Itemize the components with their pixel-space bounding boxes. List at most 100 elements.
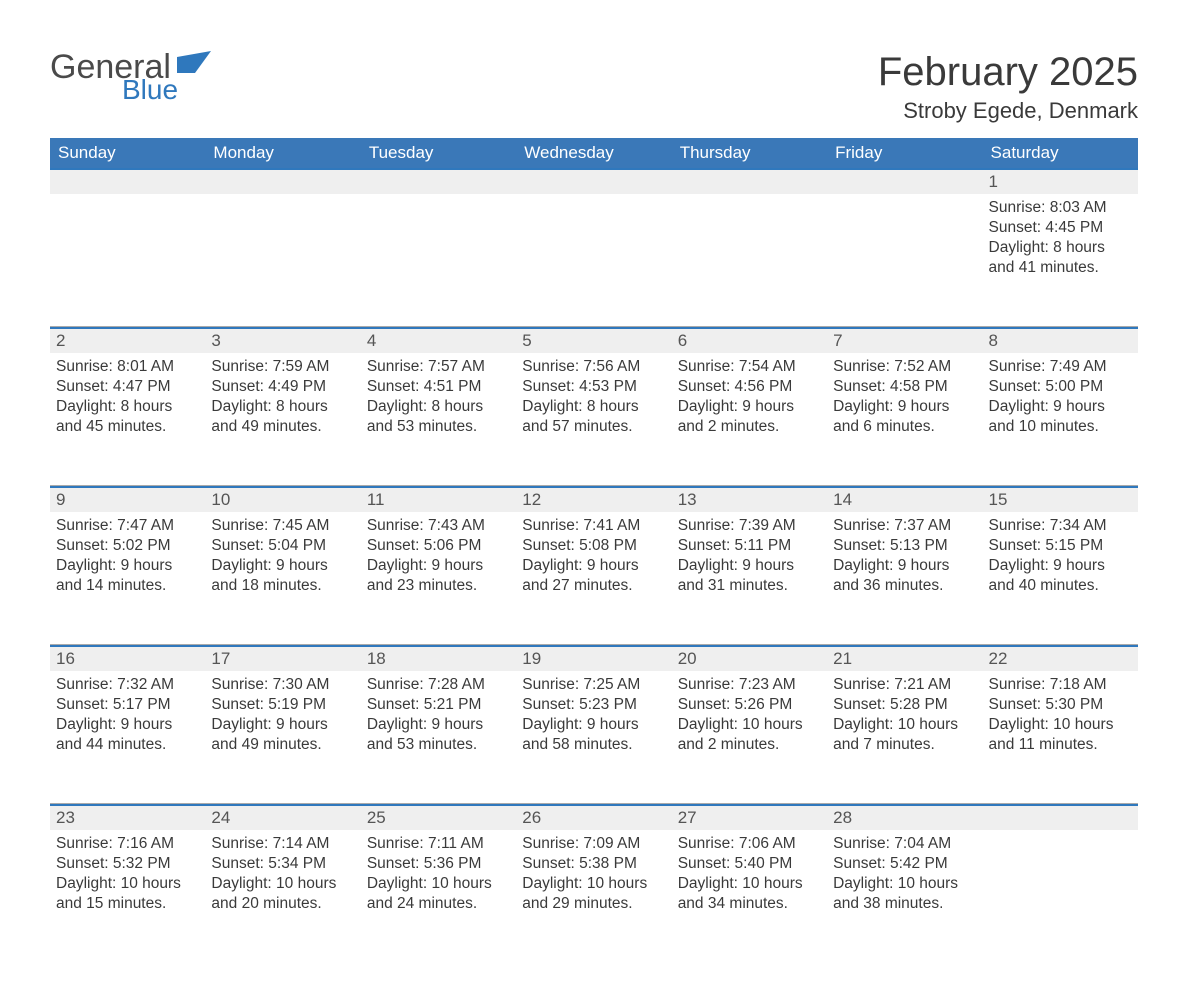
daylight-text: Daylight: 9 hours and 40 minutes. xyxy=(989,556,1132,596)
daylight-text: Daylight: 9 hours and 27 minutes. xyxy=(522,556,665,596)
sunset-text: Sunset: 5:21 PM xyxy=(367,695,510,715)
day-body: Sunrise: 8:01 AMSunset: 4:47 PMDaylight:… xyxy=(50,353,205,446)
day-number: 21 xyxy=(827,645,982,671)
day-cell: Sunrise: 7:34 AMSunset: 5:15 PMDaylight:… xyxy=(983,512,1138,645)
sunrise-text: Sunrise: 7:57 AM xyxy=(367,357,510,377)
header-row: General Blue February 2025 Stroby Egede,… xyxy=(50,50,1138,124)
day-body: Sunrise: 7:32 AMSunset: 5:17 PMDaylight:… xyxy=(50,671,205,764)
day-cell: Sunrise: 7:47 AMSunset: 5:02 PMDaylight:… xyxy=(50,512,205,645)
day-cell: Sunrise: 7:43 AMSunset: 5:06 PMDaylight:… xyxy=(361,512,516,645)
day-number: 10 xyxy=(205,486,360,512)
day-number-cell xyxy=(205,168,360,194)
day-number-row: 16171819202122 xyxy=(50,645,1138,671)
day-number-cell: 16 xyxy=(50,645,205,671)
day-cell xyxy=(50,194,205,327)
calendar-table: Sunday Monday Tuesday Wednesday Thursday… xyxy=(50,138,1138,962)
day-body: Sunrise: 7:47 AMSunset: 5:02 PMDaylight:… xyxy=(50,512,205,605)
daylight-text: Daylight: 9 hours and 6 minutes. xyxy=(833,397,976,437)
sunrise-text: Sunrise: 7:14 AM xyxy=(211,834,354,854)
sunrise-text: Sunrise: 7:04 AM xyxy=(833,834,976,854)
day-body: Sunrise: 7:54 AMSunset: 4:56 PMDaylight:… xyxy=(672,353,827,446)
day-number-cell: 11 xyxy=(361,486,516,512)
sunrise-text: Sunrise: 7:06 AM xyxy=(678,834,821,854)
day-number: 14 xyxy=(827,486,982,512)
day-number xyxy=(983,804,1138,830)
day-number: 15 xyxy=(983,486,1138,512)
day-number: 4 xyxy=(361,327,516,353)
day-number-cell: 1 xyxy=(983,168,1138,194)
day-cell: Sunrise: 7:41 AMSunset: 5:08 PMDaylight:… xyxy=(516,512,671,645)
day-body: Sunrise: 7:04 AMSunset: 5:42 PMDaylight:… xyxy=(827,830,982,923)
daylight-text: Daylight: 10 hours and 11 minutes. xyxy=(989,715,1132,755)
daylight-text: Daylight: 9 hours and 10 minutes. xyxy=(989,397,1132,437)
day-number: 20 xyxy=(672,645,827,671)
sunrise-text: Sunrise: 7:45 AM xyxy=(211,516,354,536)
day-number: 7 xyxy=(827,327,982,353)
day-body: Sunrise: 7:09 AMSunset: 5:38 PMDaylight:… xyxy=(516,830,671,923)
daylight-text: Daylight: 9 hours and 23 minutes. xyxy=(367,556,510,596)
sunrise-text: Sunrise: 7:43 AM xyxy=(367,516,510,536)
sunrise-text: Sunrise: 7:18 AM xyxy=(989,675,1132,695)
sunset-text: Sunset: 5:19 PM xyxy=(211,695,354,715)
sunset-text: Sunset: 5:26 PM xyxy=(678,695,821,715)
day-number xyxy=(516,168,671,194)
day-cell: Sunrise: 8:03 AMSunset: 4:45 PMDaylight:… xyxy=(983,194,1138,327)
day-number-cell xyxy=(827,168,982,194)
day-cell: Sunrise: 7:23 AMSunset: 5:26 PMDaylight:… xyxy=(672,671,827,804)
daylight-text: Daylight: 10 hours and 2 minutes. xyxy=(678,715,821,755)
day-body: Sunrise: 8:03 AMSunset: 4:45 PMDaylight:… xyxy=(983,194,1138,287)
day-number-cell: 9 xyxy=(50,486,205,512)
sunset-text: Sunset: 5:15 PM xyxy=(989,536,1132,556)
sunrise-text: Sunrise: 7:54 AM xyxy=(678,357,821,377)
day-body: Sunrise: 7:49 AMSunset: 5:00 PMDaylight:… xyxy=(983,353,1138,446)
weekday-header: Sunday xyxy=(50,138,205,168)
daylight-text: Daylight: 9 hours and 18 minutes. xyxy=(211,556,354,596)
day-number xyxy=(672,168,827,194)
sunrise-text: Sunrise: 7:49 AM xyxy=(989,357,1132,377)
daylight-text: Daylight: 10 hours and 38 minutes. xyxy=(833,874,976,914)
day-body: Sunrise: 7:18 AMSunset: 5:30 PMDaylight:… xyxy=(983,671,1138,764)
logo: General Blue xyxy=(50,50,211,104)
day-body: Sunrise: 7:16 AMSunset: 5:32 PMDaylight:… xyxy=(50,830,205,923)
daylight-text: Daylight: 9 hours and 49 minutes. xyxy=(211,715,354,755)
location-label: Stroby Egede, Denmark xyxy=(878,98,1138,124)
sunrise-text: Sunrise: 7:23 AM xyxy=(678,675,821,695)
day-number: 11 xyxy=(361,486,516,512)
day-number-cell: 18 xyxy=(361,645,516,671)
day-cell xyxy=(827,194,982,327)
day-number: 12 xyxy=(516,486,671,512)
day-number-cell: 28 xyxy=(827,804,982,830)
sunset-text: Sunset: 5:38 PM xyxy=(522,854,665,874)
sunset-text: Sunset: 4:58 PM xyxy=(833,377,976,397)
sunset-text: Sunset: 5:02 PM xyxy=(56,536,199,556)
day-body: Sunrise: 7:23 AMSunset: 5:26 PMDaylight:… xyxy=(672,671,827,764)
day-number-row: 9101112131415 xyxy=(50,486,1138,512)
day-number: 1 xyxy=(983,168,1138,194)
day-number-row: 1 xyxy=(50,168,1138,194)
sunrise-text: Sunrise: 8:01 AM xyxy=(56,357,199,377)
day-cell: Sunrise: 7:39 AMSunset: 5:11 PMDaylight:… xyxy=(672,512,827,645)
day-body: Sunrise: 7:06 AMSunset: 5:40 PMDaylight:… xyxy=(672,830,827,923)
daylight-text: Daylight: 9 hours and 2 minutes. xyxy=(678,397,821,437)
daylight-text: Daylight: 10 hours and 20 minutes. xyxy=(211,874,354,914)
sunrise-text: Sunrise: 7:16 AM xyxy=(56,834,199,854)
day-content-row: Sunrise: 8:01 AMSunset: 4:47 PMDaylight:… xyxy=(50,353,1138,486)
day-number-cell xyxy=(672,168,827,194)
daylight-text: Daylight: 8 hours and 45 minutes. xyxy=(56,397,199,437)
sunset-text: Sunset: 5:30 PM xyxy=(989,695,1132,715)
day-number-cell: 21 xyxy=(827,645,982,671)
day-cell xyxy=(983,830,1138,962)
daylight-text: Daylight: 9 hours and 53 minutes. xyxy=(367,715,510,755)
day-body: Sunrise: 7:39 AMSunset: 5:11 PMDaylight:… xyxy=(672,512,827,605)
weekday-header: Friday xyxy=(827,138,982,168)
day-number-cell: 15 xyxy=(983,486,1138,512)
sunset-text: Sunset: 5:17 PM xyxy=(56,695,199,715)
sunrise-text: Sunrise: 7:28 AM xyxy=(367,675,510,695)
sunset-text: Sunset: 5:34 PM xyxy=(211,854,354,874)
day-number-cell: 6 xyxy=(672,327,827,353)
day-number-cell xyxy=(50,168,205,194)
day-content-row: Sunrise: 7:32 AMSunset: 5:17 PMDaylight:… xyxy=(50,671,1138,804)
day-body: Sunrise: 7:59 AMSunset: 4:49 PMDaylight:… xyxy=(205,353,360,446)
sunrise-text: Sunrise: 7:11 AM xyxy=(367,834,510,854)
day-number: 26 xyxy=(516,804,671,830)
